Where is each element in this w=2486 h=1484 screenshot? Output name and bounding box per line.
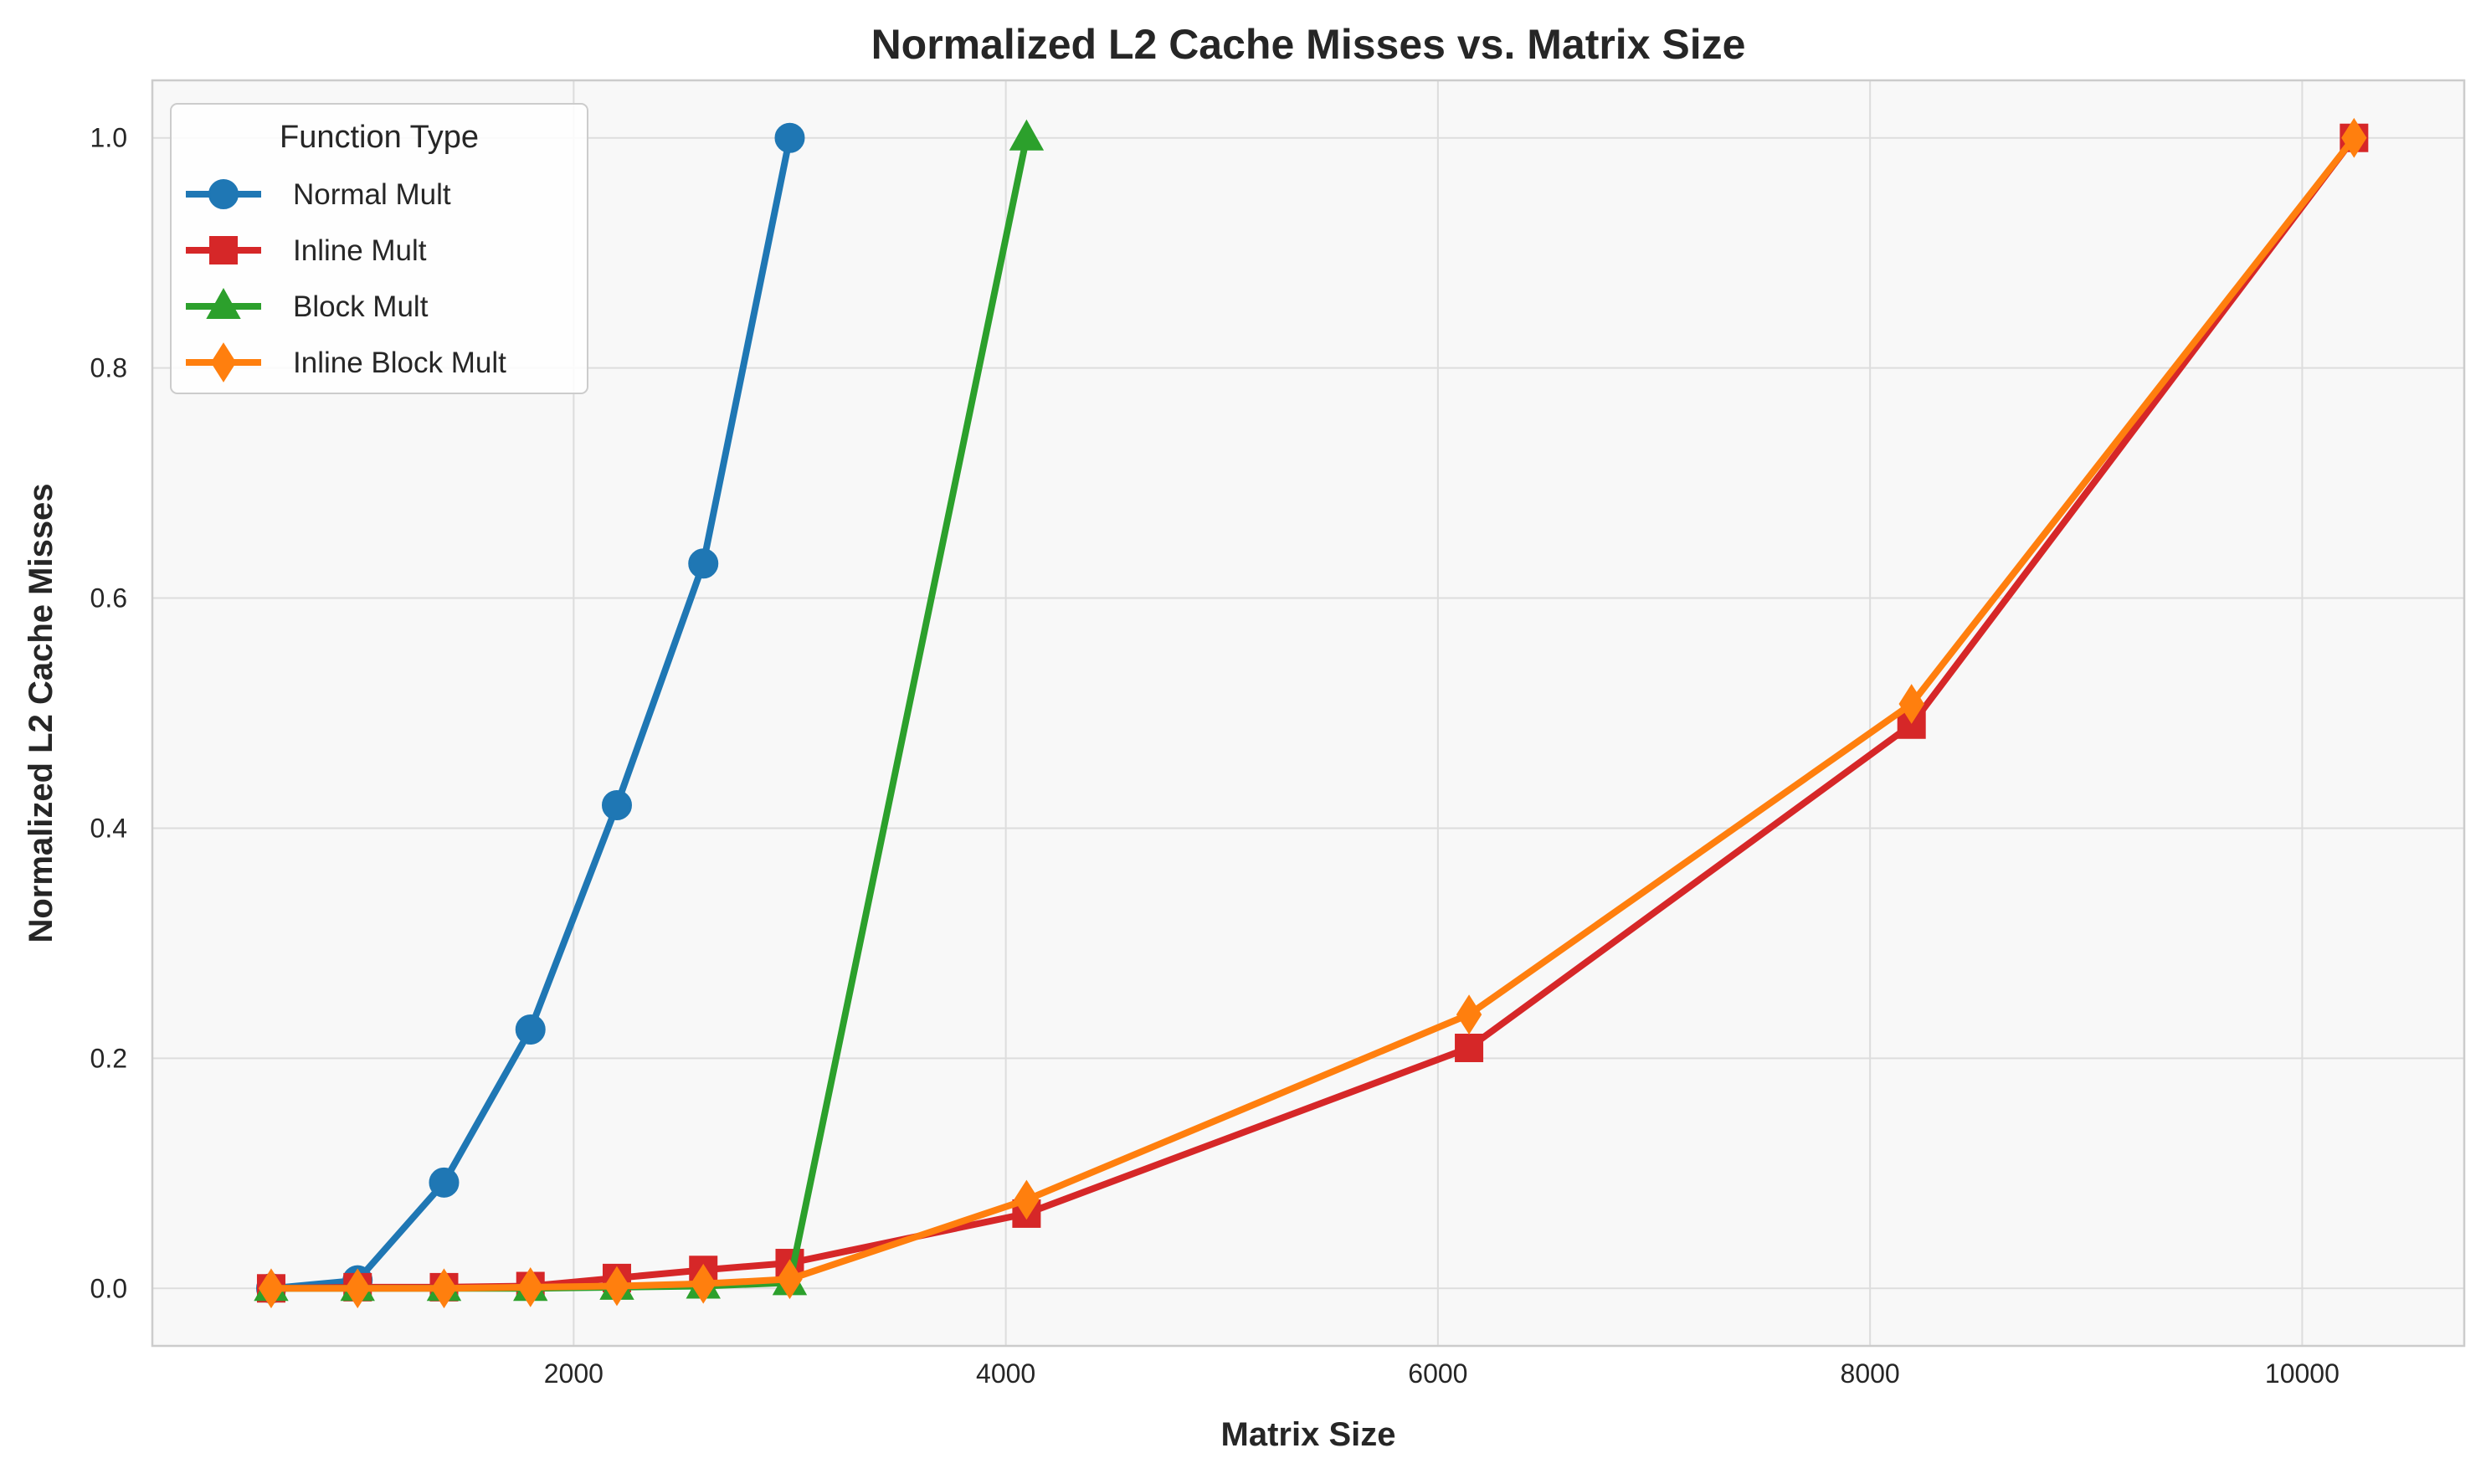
- y-tick-label: 0.4: [90, 813, 127, 843]
- data-point-normal-mult: [429, 1167, 460, 1198]
- legend-label: Inline Mult: [293, 234, 427, 267]
- data-point-inline-block-mult: [1014, 1179, 1040, 1220]
- x-tick-label: 8000: [1841, 1358, 1900, 1389]
- data-point-inline-block-mult: [345, 1268, 371, 1309]
- chart-title: Normalized L2 Cache Misses vs. Matrix Si…: [871, 21, 1746, 68]
- data-point-inline-block-mult: [2341, 117, 2367, 158]
- legend-marker: [209, 236, 238, 264]
- x-tick-label: 6000: [1408, 1358, 1467, 1389]
- legend-marker: [206, 287, 241, 319]
- data-point-normal-mult: [601, 789, 632, 820]
- x-tick-label: 2000: [544, 1358, 604, 1389]
- legend-item-normal-mult: Normal Mult: [186, 178, 451, 211]
- data-point-inline-block-mult: [691, 1263, 717, 1304]
- data-point-normal-mult: [515, 1014, 546, 1045]
- legend-label: Block Mult: [293, 290, 429, 323]
- data-point-inline-block-mult: [777, 1259, 803, 1300]
- x-axis-label: Matrix Size: [1221, 1416, 1396, 1453]
- series-inline-block-mult: [258, 117, 2367, 1309]
- legend-title: Function Type: [280, 120, 479, 155]
- y-tick-label: 0.2: [90, 1043, 127, 1073]
- y-tick-label: 1.0: [90, 123, 127, 153]
- data-point-inline-block-mult: [431, 1268, 457, 1309]
- x-tick-label: 4000: [976, 1358, 1035, 1389]
- y-axis-label: Normalized L2 Cache Misses: [23, 483, 59, 942]
- data-point-inline-block-mult: [258, 1268, 285, 1309]
- legend-label: Inline Block Mult: [293, 347, 506, 379]
- legend-label: Normal Mult: [293, 178, 451, 211]
- legend-box: [170, 103, 588, 394]
- legend-entries: Normal Mult Inline Mult Block Mult Inline B…: [186, 178, 506, 383]
- legend-item-inline-block-mult: Inline Block Mult: [186, 342, 506, 383]
- x-tick-label: 10000: [2265, 1358, 2340, 1389]
- y-tick-label: 0.0: [90, 1273, 127, 1303]
- data-point-inline-block-mult: [1898, 684, 1924, 724]
- data-point-inline-block-mult: [604, 1266, 630, 1307]
- data-point-inline-mult: [1455, 1033, 1484, 1062]
- plot-frame: [151, 79, 2466, 1348]
- data-point-normal-mult: [774, 122, 805, 153]
- tick-labels: 2000 4000 6000 8000 10000 0.0 0.2 0.4 0.6 0.8 1.0: [90, 123, 2340, 1389]
- legend-item-block-mult: Block Mult: [186, 287, 429, 323]
- legend: Function Type Normal Mult Inline Mult Bloc…: [170, 103, 588, 394]
- grid-lines: [152, 80, 2464, 1346]
- y-tick-label: 0.6: [90, 583, 127, 614]
- legend-marker: [210, 342, 237, 383]
- data-point-inline-block-mult: [517, 1267, 543, 1307]
- legend-marker: [208, 179, 239, 209]
- data-point-inline-block-mult: [1456, 994, 1482, 1035]
- y-tick-label: 0.8: [90, 353, 127, 383]
- data-point-normal-mult: [688, 548, 719, 579]
- data-point-block-mult: [1009, 119, 1045, 151]
- series-layer: [254, 117, 2369, 1309]
- legend-item-inline-mult: Inline Mult: [186, 234, 427, 267]
